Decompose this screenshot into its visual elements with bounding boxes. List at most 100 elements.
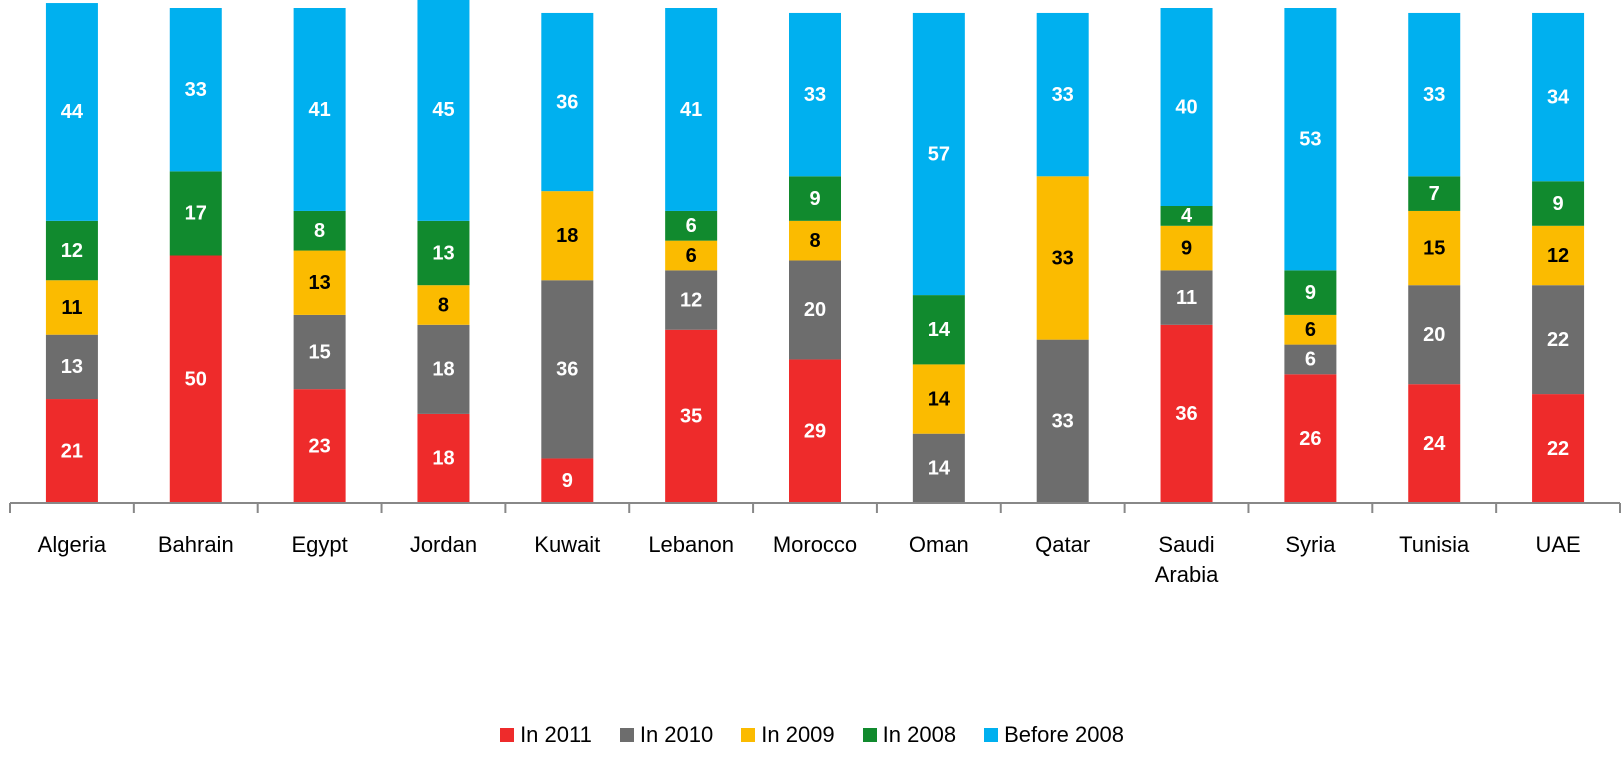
data-label: 14 bbox=[928, 319, 951, 341]
bar-segment bbox=[45, 399, 98, 503]
bar-segment bbox=[789, 220, 841, 261]
bar-segment bbox=[45, 3, 98, 221]
bar-segment bbox=[1284, 344, 1337, 375]
bar-segment bbox=[417, 0, 470, 221]
data-label: 40 bbox=[1175, 96, 1197, 118]
data-label: 4 bbox=[1181, 205, 1193, 227]
x-tick-label: Saudi Arabia bbox=[1154, 532, 1219, 587]
bar-segment bbox=[1532, 285, 1585, 395]
data-label: 33 bbox=[1052, 84, 1074, 106]
bar-segment bbox=[789, 176, 841, 221]
bar-segment bbox=[912, 12, 965, 296]
bar-segment bbox=[45, 334, 98, 400]
bar-segment bbox=[169, 8, 222, 172]
legend-item: In 2008 bbox=[862, 722, 957, 748]
data-label: 29 bbox=[804, 421, 826, 443]
data-label: 9 bbox=[562, 470, 573, 492]
data-label: 9 bbox=[809, 188, 820, 210]
legend-label: In 2011 bbox=[520, 722, 592, 747]
bar-segment bbox=[912, 433, 965, 503]
data-label: 45 bbox=[432, 99, 454, 121]
legend-item: Before 2008 bbox=[984, 722, 1124, 748]
bar-segment bbox=[1408, 176, 1461, 211]
bar-segment bbox=[665, 270, 718, 330]
data-label: 50 bbox=[185, 369, 207, 391]
bar-segment bbox=[1532, 12, 1585, 182]
bar-segment bbox=[417, 220, 470, 286]
data-label: 14 bbox=[928, 388, 951, 410]
data-label: 36 bbox=[556, 359, 578, 381]
legend-item: In 2009 bbox=[741, 722, 835, 748]
x-tick-label: Kuwait bbox=[534, 532, 601, 557]
data-label: 8 bbox=[438, 294, 449, 316]
data-label: 15 bbox=[308, 341, 330, 363]
bar-segment bbox=[1408, 12, 1461, 177]
data-label: 9 bbox=[1305, 282, 1316, 304]
data-label: 33 bbox=[1423, 84, 1445, 106]
data-label: 22 bbox=[1547, 438, 1569, 460]
bar-segment bbox=[293, 8, 346, 211]
x-tick-label: Lebanon bbox=[648, 532, 734, 557]
legend-swatch bbox=[619, 728, 634, 742]
data-label: 11 bbox=[61, 297, 82, 319]
x-tick-label: UAE bbox=[1535, 532, 1581, 557]
bar-segment bbox=[912, 295, 965, 365]
data-label: 14 bbox=[928, 458, 951, 480]
bar-segment bbox=[1408, 210, 1461, 286]
bar-segment bbox=[1284, 8, 1337, 271]
legend-item: In 2010 bbox=[619, 722, 714, 748]
data-label: 6 bbox=[686, 215, 697, 237]
data-label: 13 bbox=[308, 272, 330, 294]
bar-segment bbox=[665, 240, 718, 271]
legend-label: In 2008 bbox=[882, 722, 957, 747]
bar-segment bbox=[665, 210, 718, 241]
legend-label: In 2010 bbox=[639, 722, 714, 747]
data-label: 11 bbox=[1176, 287, 1197, 309]
bar-segment bbox=[293, 210, 346, 251]
bar-segment bbox=[1036, 339, 1089, 503]
data-label: 8 bbox=[314, 220, 325, 242]
bar-segment bbox=[45, 220, 98, 281]
data-label: 33 bbox=[1052, 247, 1074, 269]
data-label: 41 bbox=[680, 99, 702, 121]
data-label: 33 bbox=[1052, 411, 1074, 433]
legend-label: Before 2008 bbox=[1004, 722, 1124, 747]
legend-item: In 2011 bbox=[500, 722, 592, 748]
bar-segment bbox=[912, 364, 965, 434]
bar-segment bbox=[789, 260, 841, 360]
bar-segment bbox=[169, 171, 222, 256]
x-tick-label: Oman bbox=[908, 532, 969, 557]
data-label: 53 bbox=[1299, 128, 1321, 150]
bar-segment bbox=[1284, 374, 1337, 503]
x-tick-label: Algeria bbox=[37, 532, 107, 557]
data-label: 20 bbox=[804, 299, 826, 321]
x-tick-label: Qatar bbox=[1035, 532, 1091, 557]
bar-segment bbox=[1160, 270, 1213, 325]
legend-label: In 2009 bbox=[761, 722, 835, 747]
x-tick-label: Egypt bbox=[291, 532, 348, 557]
data-label: 8 bbox=[809, 230, 820, 252]
data-label: 57 bbox=[928, 143, 950, 165]
x-tick-label: Tunisia bbox=[1399, 532, 1470, 557]
data-label: 6 bbox=[1305, 349, 1316, 371]
bar-segment bbox=[1408, 285, 1461, 385]
data-label: 20 bbox=[1423, 324, 1445, 346]
data-label: 21 bbox=[61, 440, 83, 462]
data-label: 26 bbox=[1299, 428, 1321, 450]
bar-segment bbox=[1284, 270, 1337, 315]
data-label: 12 bbox=[680, 289, 702, 311]
legend-swatch bbox=[984, 728, 999, 742]
data-label: 44 bbox=[61, 101, 84, 123]
bar-segment bbox=[169, 255, 222, 503]
bar-segment bbox=[45, 280, 98, 335]
data-label: 6 bbox=[686, 245, 697, 267]
bar-segment bbox=[293, 250, 346, 315]
data-label: 23 bbox=[308, 435, 330, 457]
bar-segment bbox=[1160, 206, 1213, 226]
bar-segment bbox=[541, 280, 594, 459]
bar-segment bbox=[1160, 324, 1213, 503]
bar-segment bbox=[293, 389, 346, 503]
data-label: 22 bbox=[1547, 329, 1569, 351]
data-label: 33 bbox=[804, 84, 826, 106]
